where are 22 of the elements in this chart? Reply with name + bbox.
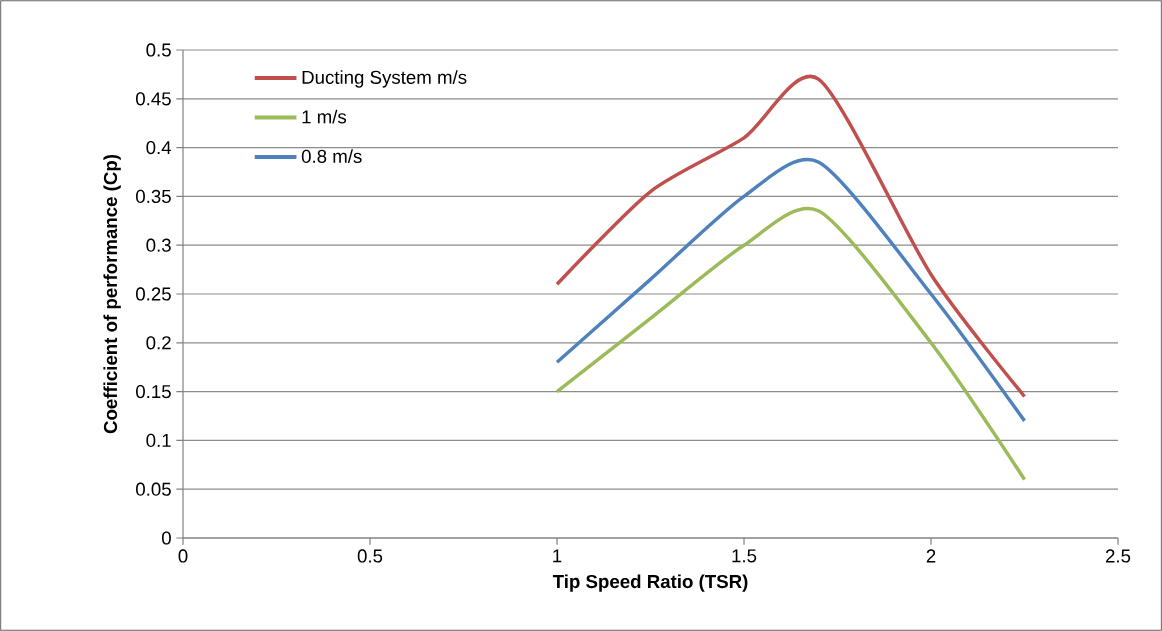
x-axis-title: Tip Speed Ratio (TSR)	[552, 574, 748, 592]
legend-label: Ducting System m/s	[302, 70, 467, 88]
y-tick-label: 0.4	[146, 140, 172, 155]
x-tick-label: 2	[926, 549, 936, 563]
x-tick-label: 2.5	[1105, 549, 1131, 563]
x-tick-label: 0	[178, 549, 188, 563]
x-tick-label: 0.5	[357, 549, 383, 563]
y-tick-label: 0.45	[136, 92, 171, 106]
y-tick-label: 0.3	[146, 238, 171, 252]
y-tick-label: 0.05	[136, 482, 171, 496]
y-tick-label: 0	[161, 531, 171, 545]
y-tick-label: 0.1	[146, 433, 171, 448]
y-tick-label: 0.15	[136, 384, 171, 399]
y-tick-label: 0.2	[146, 336, 171, 350]
x-tick-label: 1	[553, 549, 562, 563]
y-tick-label: 0.35	[136, 189, 171, 204]
legend-label: 1 m/s	[302, 109, 347, 124]
x-tick-label: 1.5	[732, 549, 757, 563]
y-tick-label: 0.5	[146, 43, 171, 57]
legend-label: 0.8 m/s	[301, 149, 362, 163]
y-tick-label: 0.25	[136, 287, 171, 301]
y-axis-title: Coefficient of performance (Cp)	[103, 154, 121, 434]
